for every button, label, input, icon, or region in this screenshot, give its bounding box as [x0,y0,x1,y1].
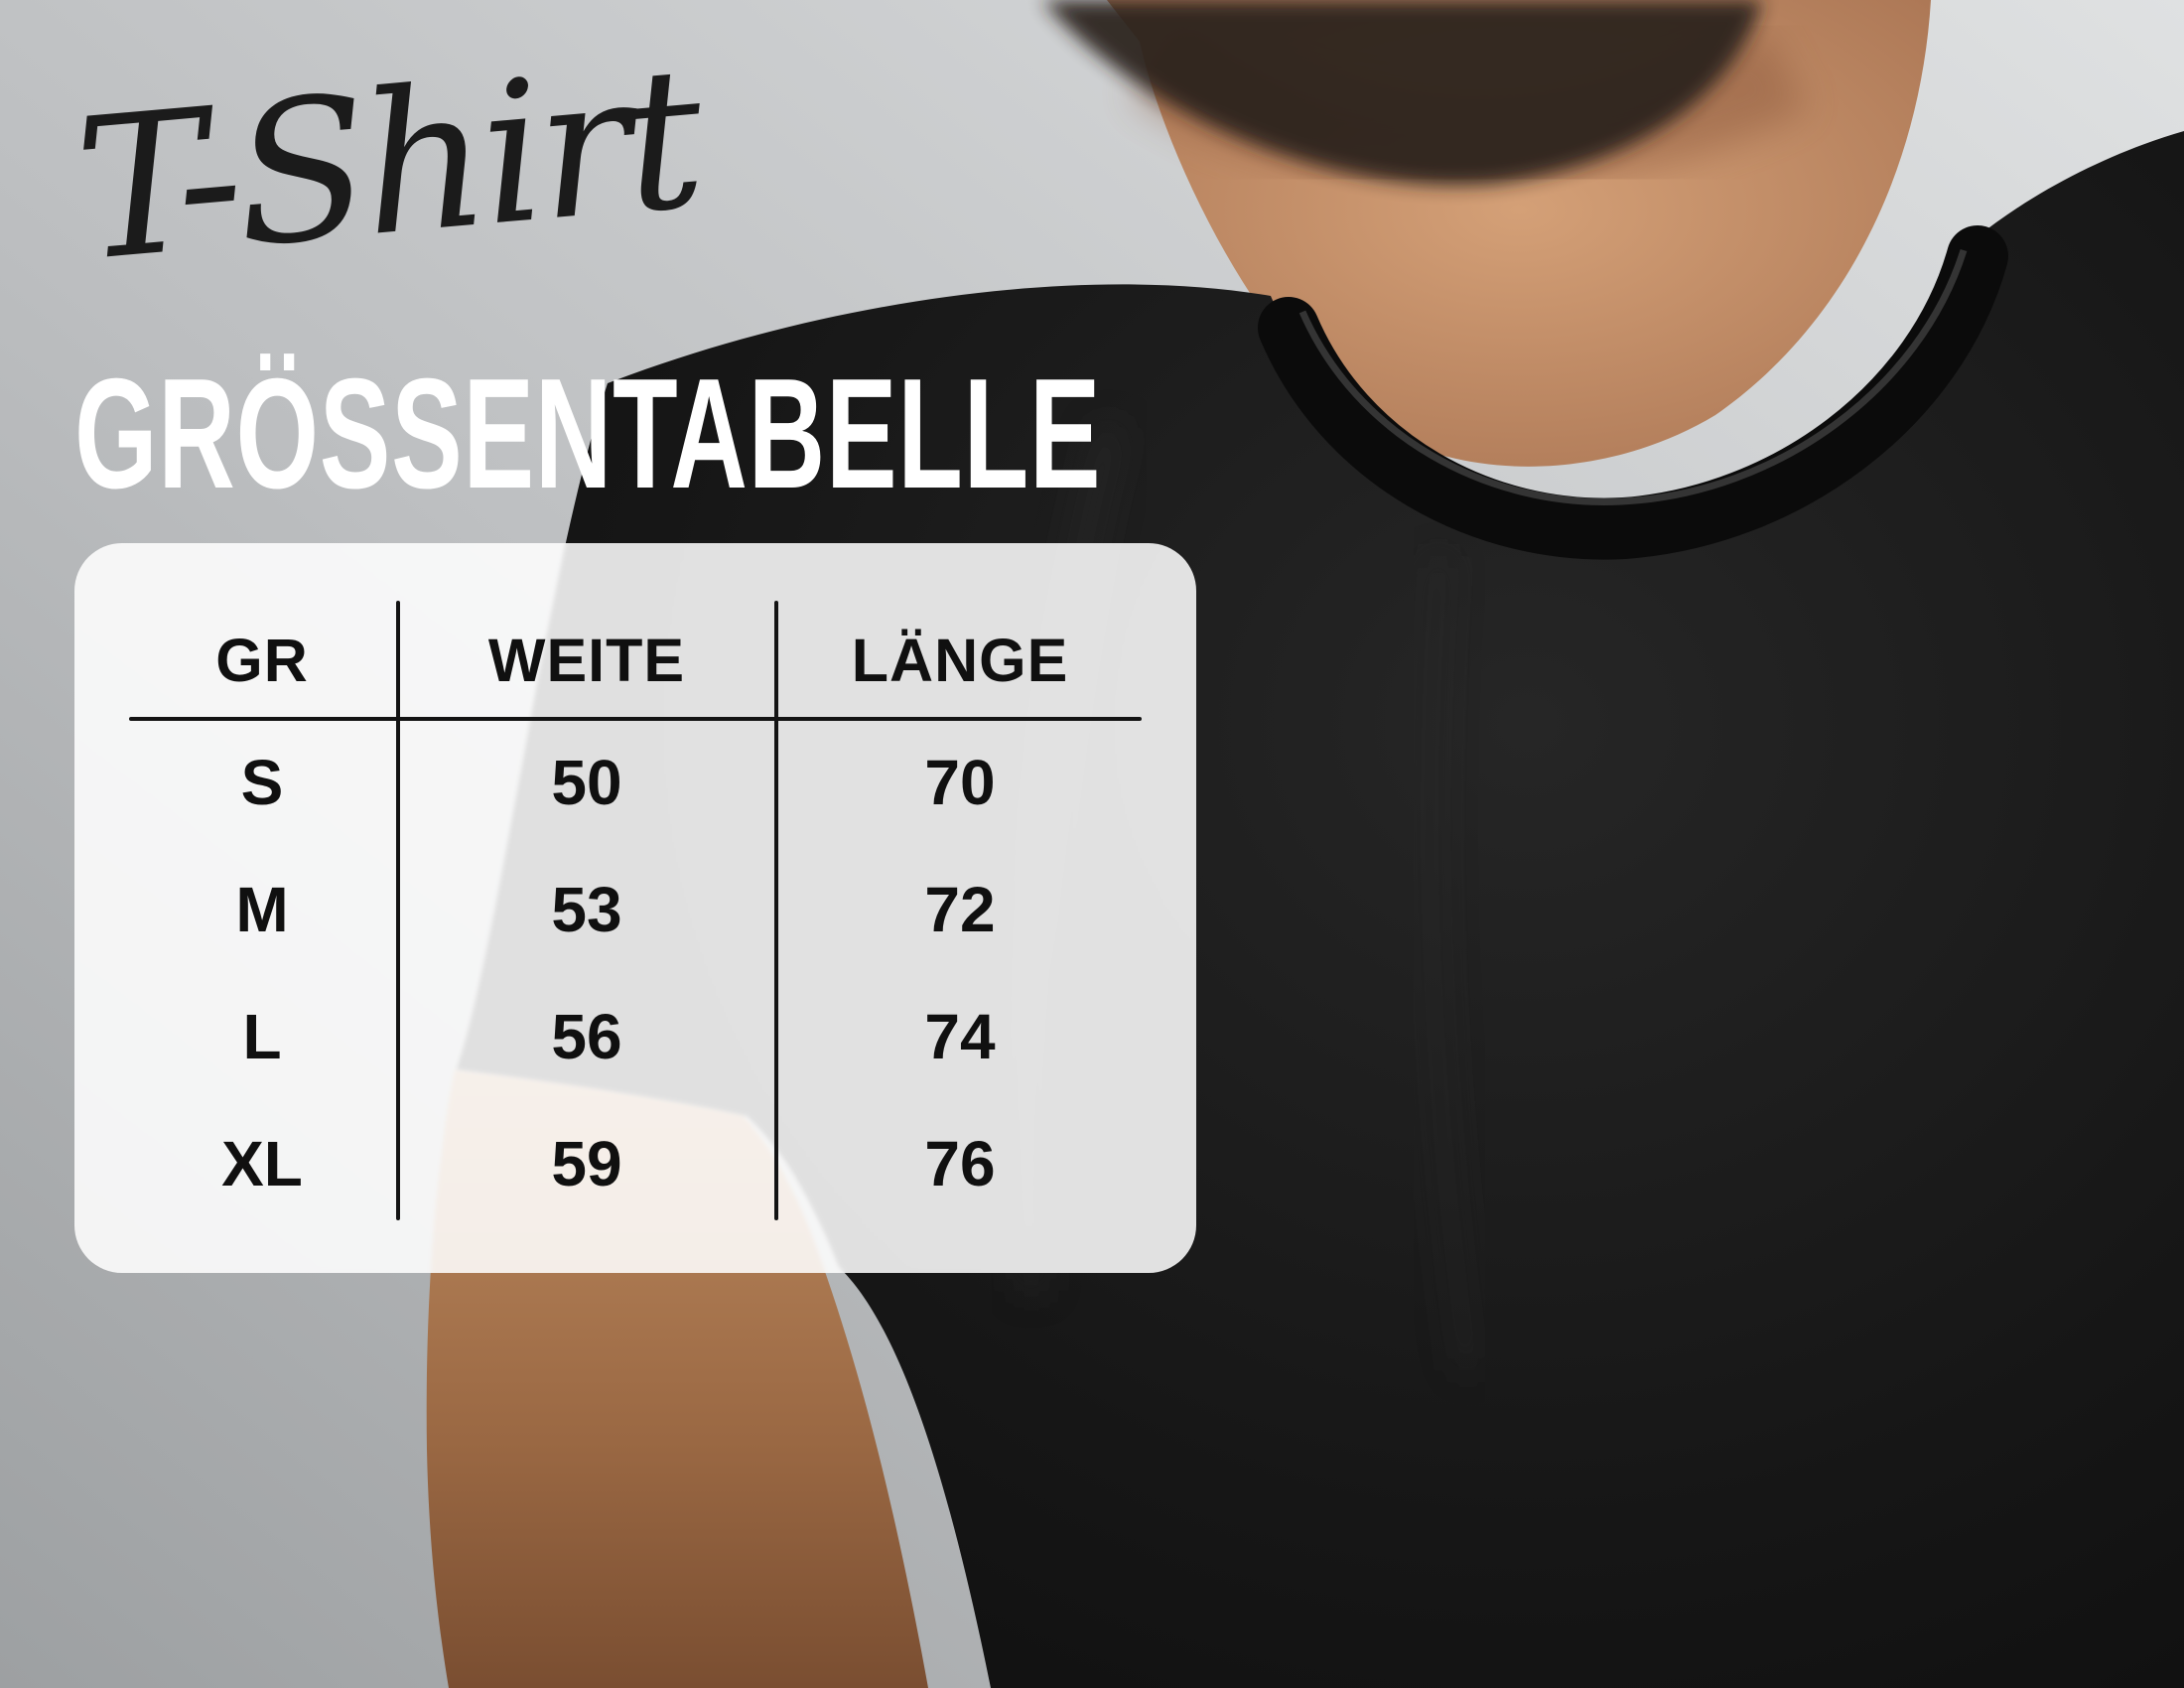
cell-size-s: S [240,747,284,818]
model-beard [1042,0,1762,186]
column-header-laenge: LÄNGE [851,627,1069,694]
cell-laenge-l: 74 [924,1001,996,1072]
column-header-gr: GR [215,627,309,694]
cell-size-l: L [242,1001,282,1072]
cell-weite-m: 53 [551,874,622,945]
cell-weite-l: 56 [551,1001,622,1072]
script-title: T-Shirt [68,25,707,306]
size-chart-heading: GRÖSSENTABELLE [74,347,1102,521]
size-table-panel: GR WEITE LÄNGE S 50 70 M 53 72 L 56 74 X… [74,543,1196,1273]
cell-weite-s: 50 [551,747,622,818]
tshirt-collar [1258,225,2008,560]
cell-laenge-xl: 76 [924,1128,996,1199]
column-header-weite: WEITE [487,627,686,694]
column-divider-2 [774,601,778,1220]
column-divider-1 [396,601,400,1220]
cell-laenge-m: 72 [924,874,996,945]
cell-weite-xl: 59 [551,1128,622,1199]
cell-size-m: M [235,874,289,945]
header-divider [129,717,1142,721]
cell-size-xl: XL [221,1128,303,1199]
cell-laenge-s: 70 [924,747,996,818]
tshirt-fold [1419,555,1480,1372]
collar-seam [1298,248,1968,505]
